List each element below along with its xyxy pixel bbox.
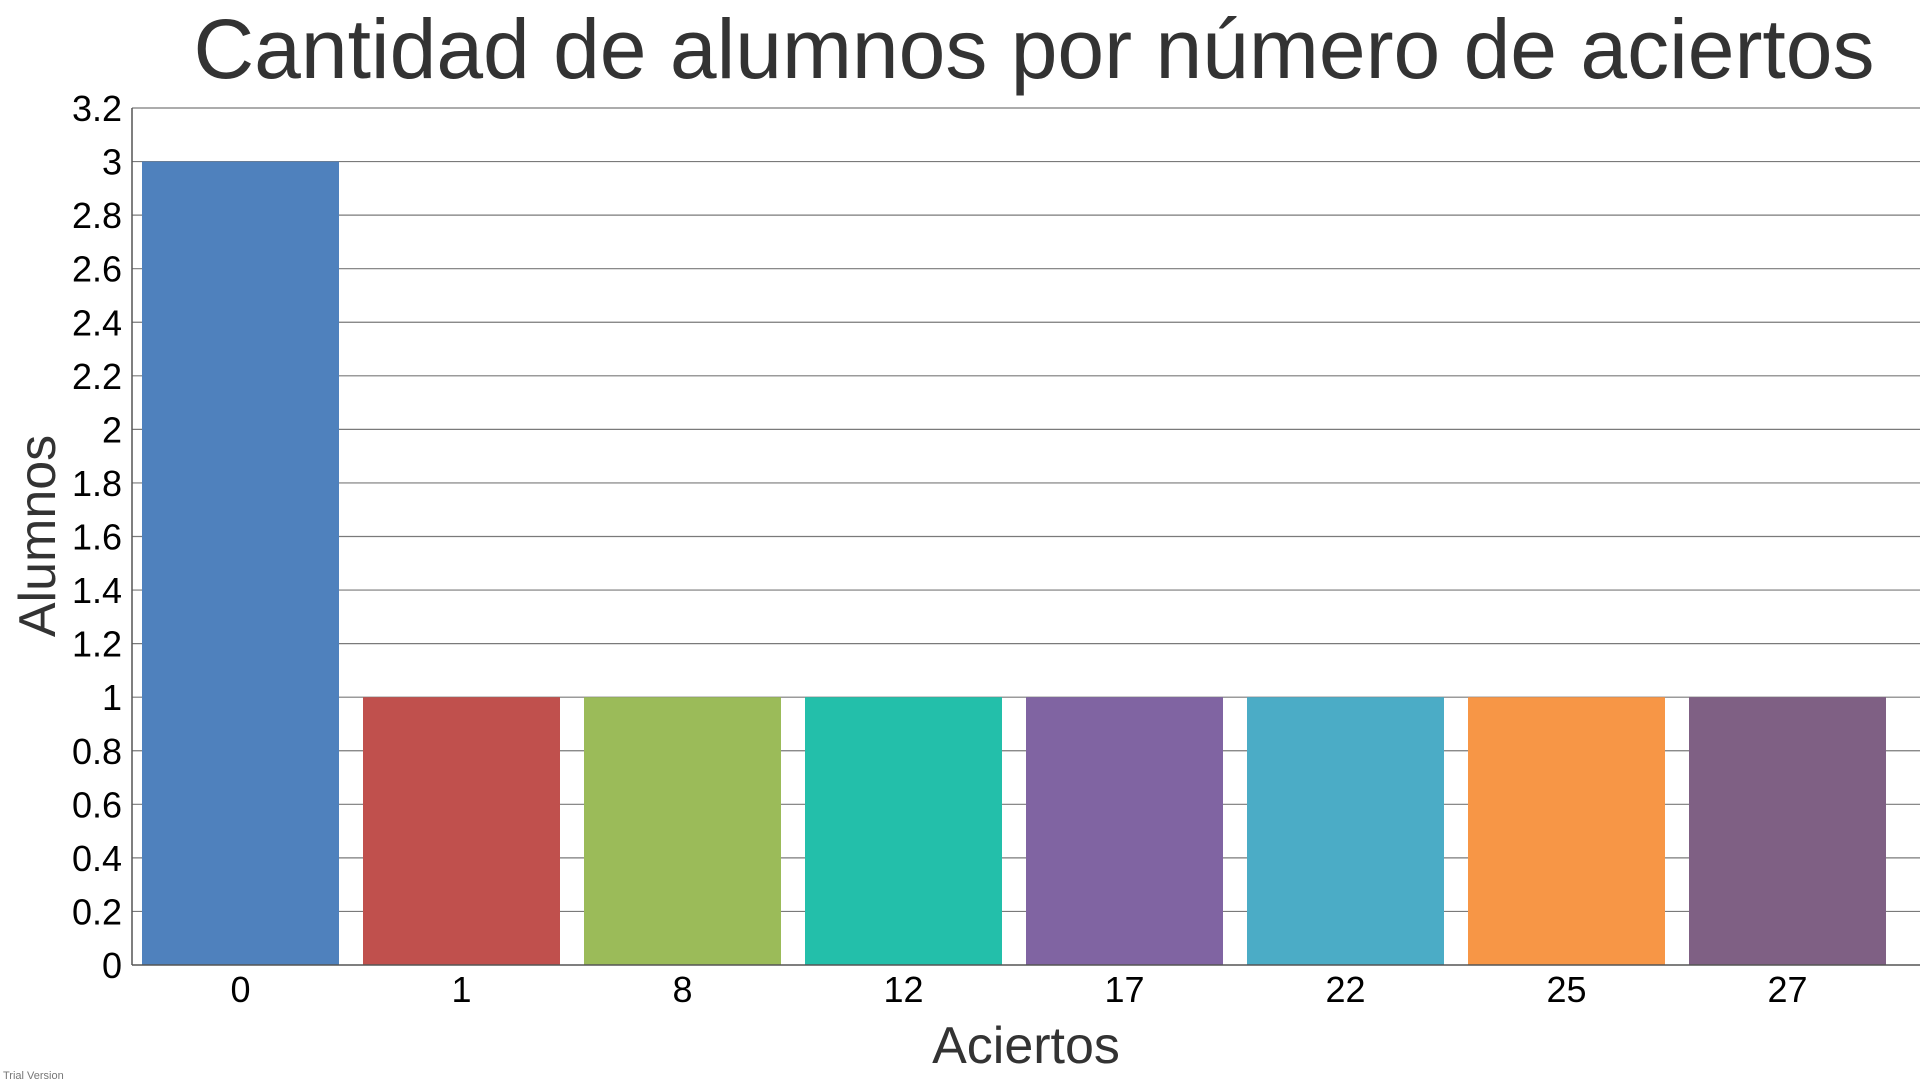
- x-tick-label: 22: [1325, 969, 1365, 1010]
- y-axis-ticks: 0 0.2 0.4 0.6 0.8 1 1.2 1.4 1.6 1.8 2 2.2 2.4 2.6 2.8 3…: [72, 88, 122, 986]
- y-tick-label: 1.6: [72, 517, 122, 558]
- bar-1: [363, 697, 560, 965]
- x-tick-label: 27: [1767, 969, 1807, 1010]
- y-tick-label: 3: [102, 142, 122, 183]
- x-tick-label: 25: [1546, 969, 1586, 1010]
- bar-22: [1247, 697, 1444, 965]
- y-tick-label: 1.8: [72, 463, 122, 504]
- y-tick-label: 1.4: [72, 570, 122, 611]
- x-tick-label: 17: [1104, 969, 1144, 1010]
- bars: [142, 161, 1886, 965]
- y-tick-label: 0.8: [72, 731, 122, 772]
- bar-27: [1689, 697, 1886, 965]
- y-tick-label: 1.2: [72, 624, 122, 665]
- bar-0: [142, 161, 339, 965]
- x-tick-label: 0: [230, 969, 250, 1010]
- y-tick-label: 0.6: [72, 784, 122, 825]
- y-tick-label: 2.4: [72, 302, 122, 343]
- y-tick-label: 0.4: [72, 838, 122, 879]
- x-tick-label: 1: [451, 969, 471, 1010]
- y-tick-label: 2.2: [72, 356, 122, 397]
- y-tick-label: 0.2: [72, 891, 122, 932]
- y-axis-title: Alumnos: [9, 435, 67, 637]
- x-axis-title: Aciertos: [932, 1017, 1120, 1075]
- y-tick-label: 2.8: [72, 195, 122, 236]
- bar-12: [805, 697, 1002, 965]
- y-tick-label: 2: [102, 409, 122, 450]
- bar-25: [1468, 697, 1665, 965]
- bar-17: [1026, 697, 1223, 965]
- y-tick-label: 3.2: [72, 88, 122, 129]
- watermark-text: Trial Version: [3, 1070, 64, 1080]
- chart-title: Cantidad de alumnos por número de aciert…: [194, 2, 1875, 96]
- x-tick-label: 12: [883, 969, 923, 1010]
- y-tick-label: 2.6: [72, 249, 122, 290]
- y-tick-label: 1: [102, 677, 122, 718]
- bar-8: [584, 697, 781, 965]
- x-tick-label: 8: [672, 969, 692, 1010]
- x-axis-ticks: 0 1 8 12 17 22 25 27: [230, 969, 1807, 1010]
- y-tick-label: 0: [102, 945, 122, 986]
